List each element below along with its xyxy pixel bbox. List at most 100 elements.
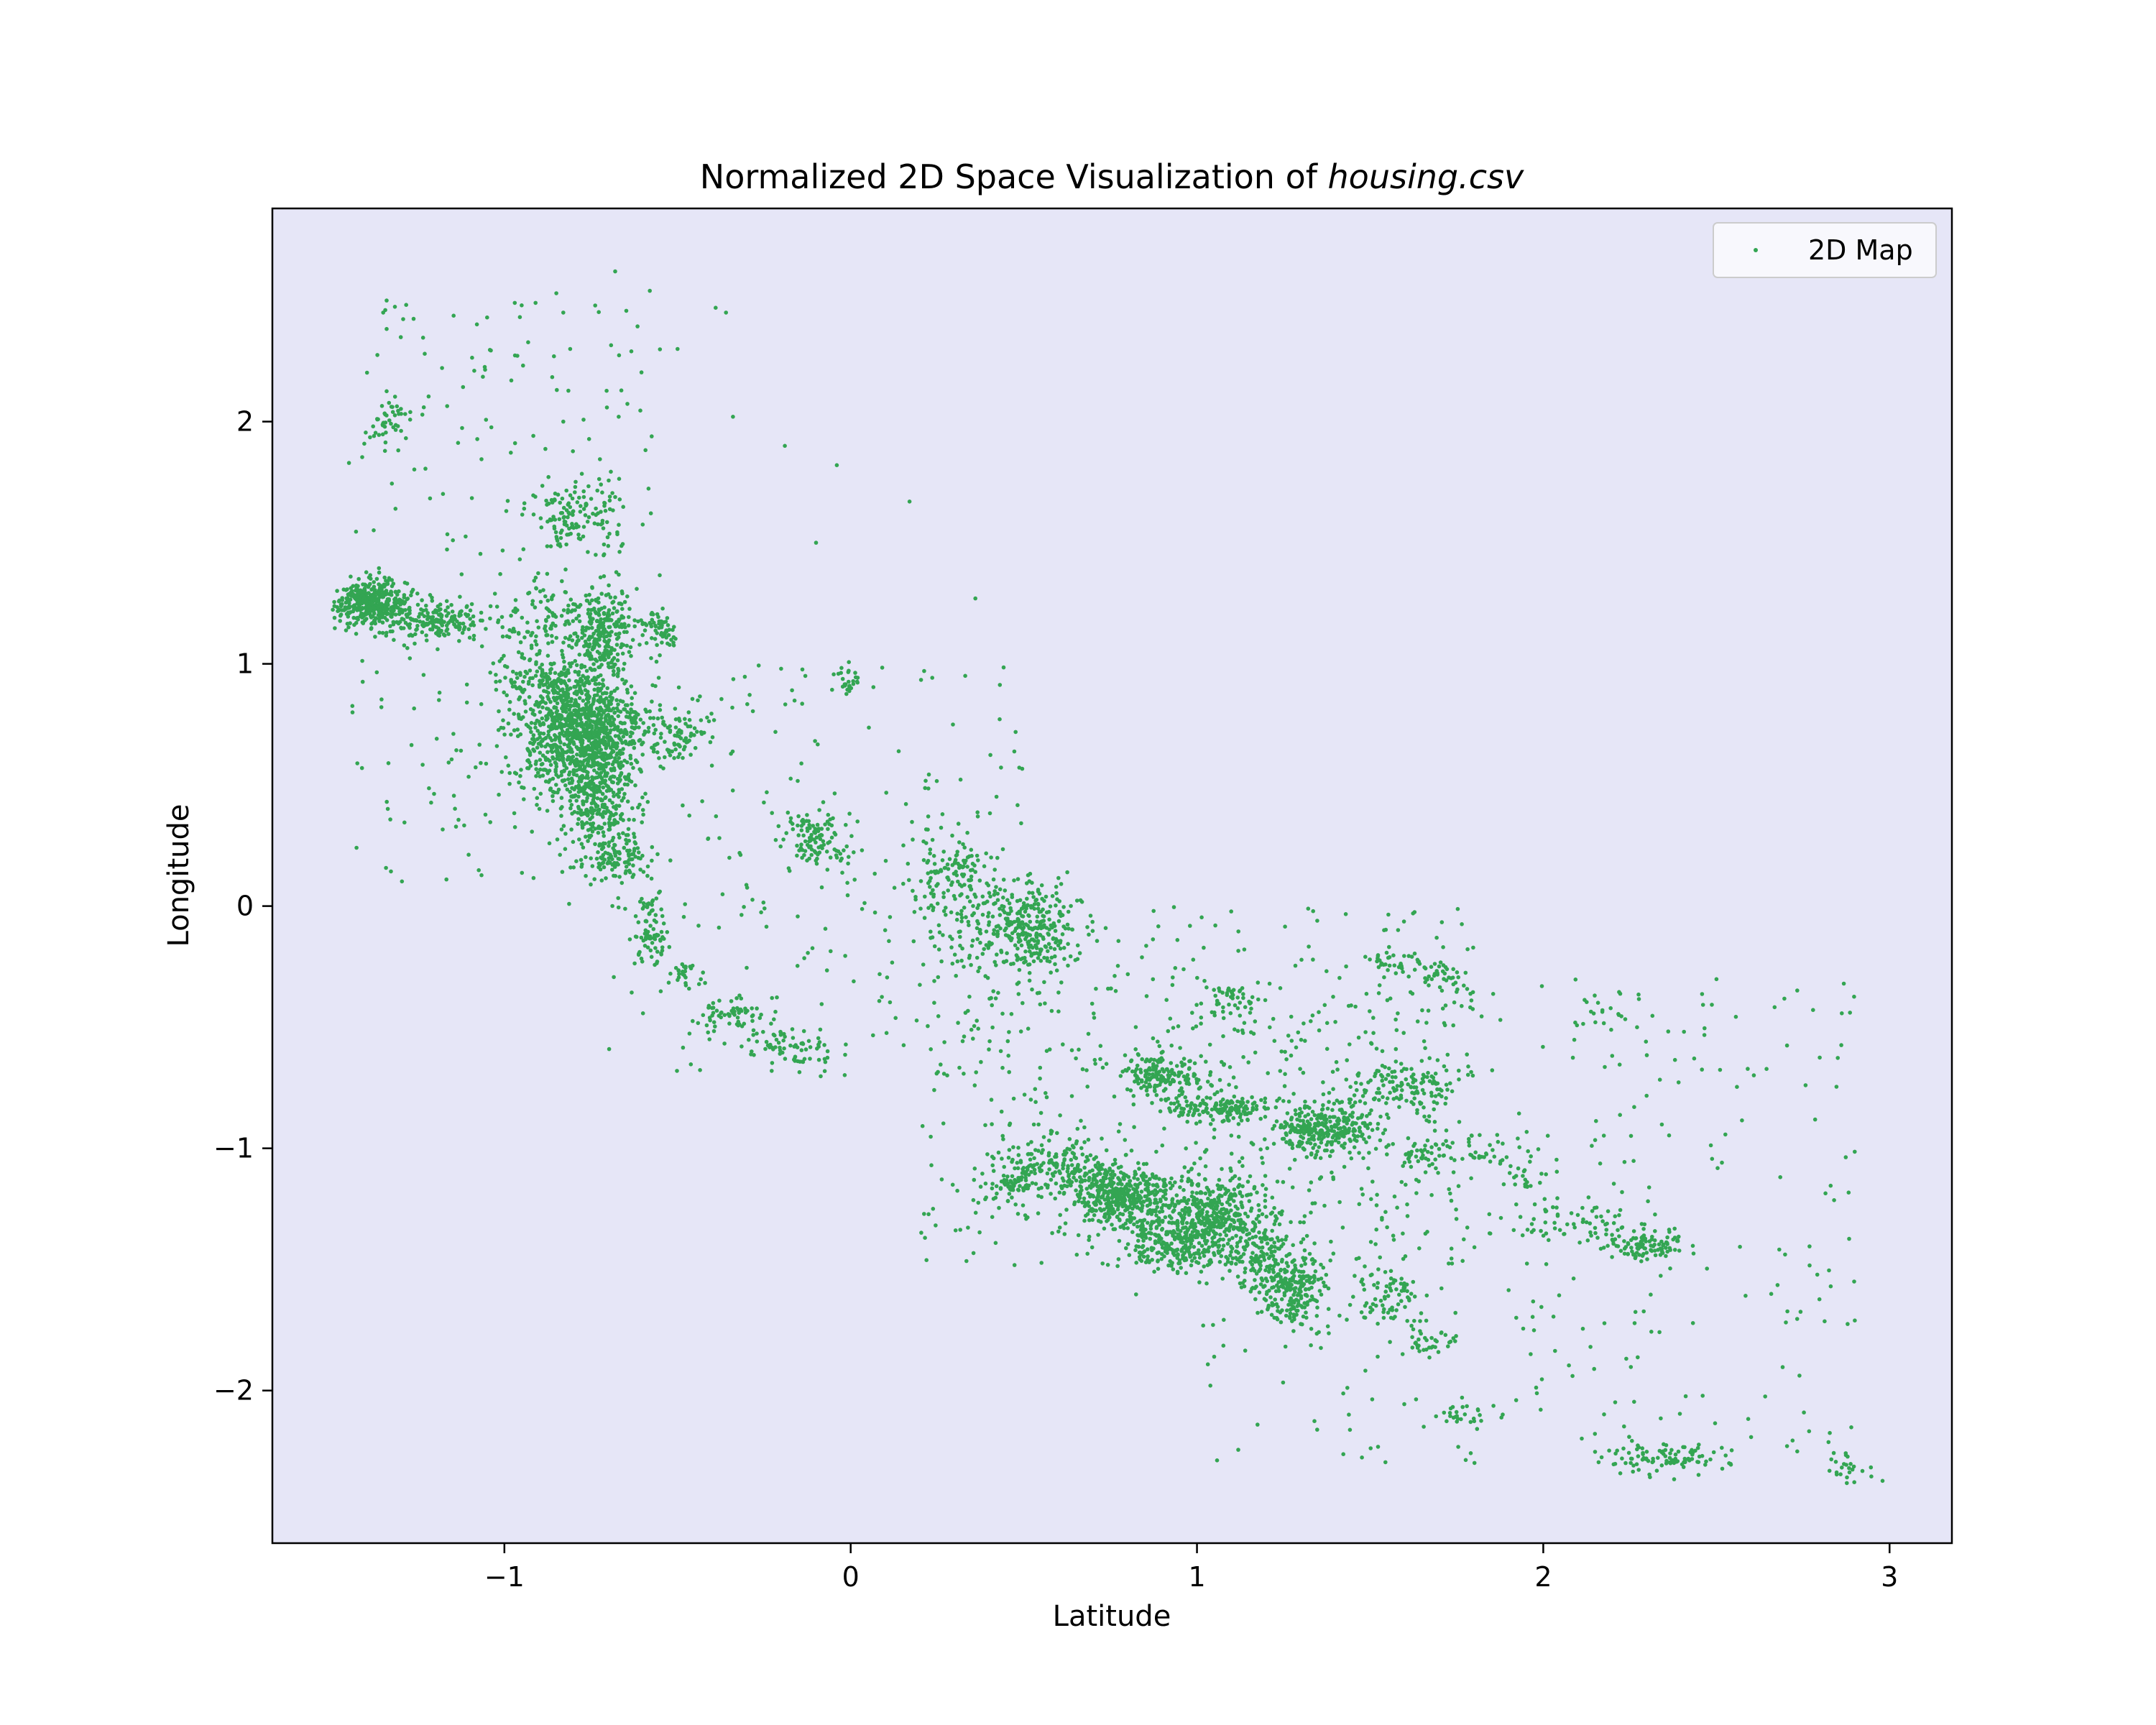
data-point bbox=[344, 588, 349, 592]
data-point bbox=[602, 542, 607, 547]
data-point bbox=[828, 855, 833, 860]
data-point bbox=[590, 586, 594, 590]
data-point bbox=[446, 760, 451, 765]
data-point bbox=[530, 630, 535, 635]
data-point bbox=[652, 743, 657, 748]
data-point bbox=[1311, 908, 1315, 914]
data-point bbox=[699, 977, 703, 982]
data-point bbox=[444, 877, 448, 882]
data-point bbox=[1376, 1087, 1381, 1091]
data-point bbox=[984, 929, 989, 934]
data-point bbox=[834, 853, 839, 857]
data-point bbox=[642, 628, 648, 632]
data-point bbox=[1144, 944, 1148, 948]
data-point bbox=[782, 1031, 786, 1036]
data-point bbox=[1066, 963, 1070, 968]
data-point bbox=[575, 690, 579, 694]
data-point bbox=[773, 1009, 778, 1014]
data-point bbox=[936, 1014, 941, 1018]
data-point bbox=[1109, 986, 1113, 991]
data-point bbox=[1454, 1208, 1458, 1212]
data-point bbox=[1852, 994, 1856, 999]
data-point bbox=[616, 709, 620, 713]
data-point bbox=[1411, 911, 1415, 916]
data-point bbox=[1279, 1049, 1284, 1054]
data-point bbox=[590, 778, 595, 782]
data-point bbox=[531, 748, 535, 752]
data-point bbox=[668, 643, 672, 647]
data-point bbox=[507, 699, 512, 704]
data-point bbox=[1046, 932, 1051, 937]
data-point bbox=[744, 883, 749, 887]
data-point bbox=[1201, 1323, 1205, 1328]
data-point bbox=[696, 982, 701, 986]
data-point bbox=[993, 996, 998, 1000]
data-point bbox=[779, 666, 783, 671]
data-point bbox=[1666, 1029, 1671, 1034]
data-point bbox=[1202, 978, 1207, 983]
data-point bbox=[773, 730, 778, 735]
data-point bbox=[535, 796, 540, 800]
data-point bbox=[1060, 932, 1065, 937]
data-point bbox=[750, 1018, 755, 1024]
data-point bbox=[1853, 1318, 1857, 1322]
data-point bbox=[560, 510, 565, 515]
data-point bbox=[584, 776, 588, 780]
data-point bbox=[830, 687, 834, 692]
data-point bbox=[424, 638, 429, 643]
data-point bbox=[809, 852, 814, 857]
data-point bbox=[629, 761, 634, 766]
data-point bbox=[598, 457, 602, 461]
data-point bbox=[1381, 1095, 1385, 1100]
data-point bbox=[468, 617, 472, 621]
data-point bbox=[391, 620, 396, 625]
data-point bbox=[1644, 1053, 1649, 1057]
data-point bbox=[736, 1019, 741, 1024]
data-point bbox=[1361, 1156, 1365, 1161]
data-point bbox=[1018, 957, 1023, 962]
data-point bbox=[759, 1012, 763, 1017]
data-point bbox=[1056, 1009, 1061, 1013]
data-point bbox=[1284, 1234, 1289, 1239]
data-point bbox=[808, 826, 812, 830]
data-point bbox=[1298, 1067, 1302, 1071]
data-point bbox=[548, 626, 553, 631]
data-point bbox=[354, 845, 359, 850]
data-point bbox=[668, 971, 673, 976]
data-point bbox=[625, 594, 630, 599]
data-point bbox=[975, 810, 980, 814]
data-point bbox=[1406, 1136, 1411, 1141]
data-point bbox=[926, 772, 931, 777]
data-point bbox=[388, 817, 392, 822]
data-point bbox=[645, 864, 650, 869]
data-point bbox=[393, 507, 398, 511]
data-point bbox=[1299, 957, 1304, 962]
data-point bbox=[1061, 946, 1067, 950]
data-point bbox=[374, 590, 379, 595]
data-point bbox=[1221, 1016, 1226, 1021]
data-point bbox=[1394, 1028, 1399, 1032]
data-point bbox=[1325, 969, 1329, 973]
data-point bbox=[1289, 1220, 1293, 1225]
data-point bbox=[615, 686, 619, 691]
data-point bbox=[601, 763, 606, 768]
data-point bbox=[800, 855, 804, 860]
data-point bbox=[372, 580, 376, 584]
data-point bbox=[1246, 1060, 1250, 1064]
data-point bbox=[795, 843, 799, 848]
data-point bbox=[1462, 983, 1466, 988]
data-point bbox=[374, 670, 379, 675]
data-point bbox=[843, 954, 847, 958]
data-point bbox=[815, 1046, 819, 1051]
data-point bbox=[1471, 945, 1475, 950]
data-point bbox=[1310, 1013, 1315, 1018]
data-point bbox=[976, 1200, 981, 1205]
data-point bbox=[407, 622, 413, 627]
data-point bbox=[945, 1073, 949, 1077]
data-point bbox=[625, 643, 629, 648]
data-point bbox=[887, 939, 891, 944]
data-point bbox=[534, 643, 539, 647]
data-point bbox=[567, 512, 571, 516]
data-point bbox=[673, 707, 678, 711]
data-point bbox=[1581, 1021, 1585, 1026]
